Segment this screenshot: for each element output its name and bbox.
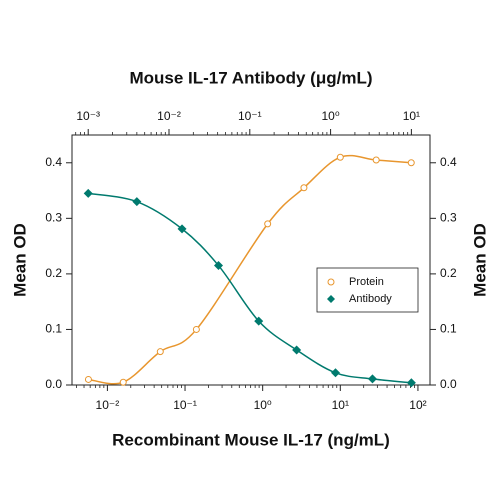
data-point [132, 197, 142, 207]
data-point [156, 348, 164, 356]
data-point [330, 368, 340, 378]
x-tick-label: 10² [409, 398, 426, 412]
data-point [264, 220, 272, 228]
data-point [214, 261, 224, 271]
data-point [84, 375, 92, 383]
data-point [406, 378, 416, 388]
data-point [292, 345, 302, 355]
data-point [177, 224, 187, 234]
x2-tick-label: 10⁻¹ [238, 109, 262, 123]
legend-label: Protein [349, 276, 384, 288]
legend-label: Antibody [349, 293, 392, 305]
y2-tick-label: 0.2 [440, 266, 457, 280]
y2-tick-label: 0.3 [440, 211, 457, 225]
fit-curve [88, 154, 412, 385]
data-point [119, 378, 127, 386]
data-point [192, 325, 200, 333]
y-tick-label: 0.1 [45, 322, 62, 336]
x2-tick-label: 10⁻² [157, 109, 181, 123]
data-point [300, 184, 308, 192]
y-tick-label: 0.2 [45, 266, 62, 280]
y2-tick-label: 0.0 [440, 377, 457, 391]
x-tick-label: 10⁰ [254, 398, 272, 412]
right-axis-title: Mean OD [470, 223, 489, 297]
data-point [407, 159, 415, 167]
y-tick-label: 0.0 [45, 377, 62, 391]
left-axis-title: Mean OD [10, 223, 29, 297]
x2-tick-label: 10⁰ [322, 109, 340, 123]
data-point [336, 153, 344, 161]
bottom-axis-title: Recombinant Mouse IL-17 (ng/mL) [112, 430, 390, 449]
legend-marker [327, 295, 335, 303]
data-point [372, 156, 380, 164]
legend-box [316, 267, 419, 313]
data-point [254, 316, 264, 326]
x2-tick-label: 10¹ [403, 109, 420, 123]
top-axis-title: Mouse IL-17 Antibody (μg/mL) [129, 68, 372, 87]
y2-tick-label: 0.1 [440, 322, 457, 336]
y2-tick-label: 0.4 [440, 155, 457, 169]
y-tick-label: 0.4 [45, 155, 62, 169]
y-tick-label: 0.3 [45, 211, 62, 225]
data-point [367, 374, 377, 384]
x-tick-label: 10¹ [332, 398, 349, 412]
x-tick-label: 10⁻¹ [173, 398, 197, 412]
x-tick-label: 10⁻² [96, 398, 120, 412]
x2-tick-label: 10⁻³ [76, 109, 100, 123]
legend-marker [327, 278, 335, 286]
data-point [83, 188, 93, 198]
